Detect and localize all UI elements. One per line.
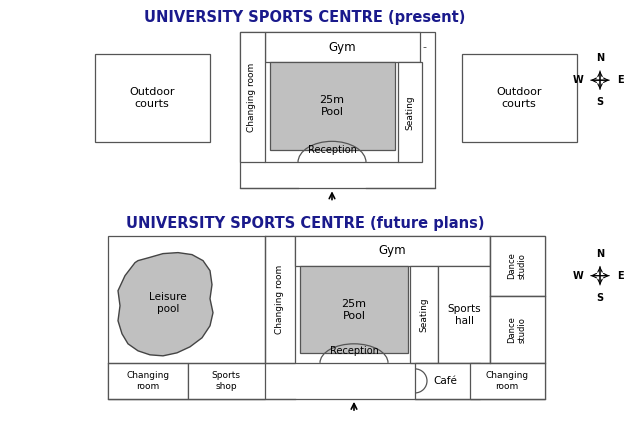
Bar (300, 266, 408, 353)
Bar (188, 363, 265, 399)
Text: Seating: Seating (419, 297, 429, 332)
Bar (438, 266, 490, 363)
Bar (462, 54, 577, 142)
Text: UNIVERSITY SPORTS CENTRE (present): UNIVERSITY SPORTS CENTRE (present) (144, 10, 466, 25)
Text: N: N (596, 249, 604, 258)
Bar (415, 363, 480, 399)
Text: Sports
hall: Sports hall (447, 304, 481, 325)
Text: Changing
room: Changing room (485, 371, 529, 391)
Bar (240, 32, 435, 189)
Bar (108, 363, 188, 399)
Bar (265, 32, 420, 62)
Text: Seating: Seating (406, 95, 415, 130)
Text: Gym: Gym (328, 40, 356, 53)
Text: Changing room: Changing room (275, 265, 285, 334)
Bar (490, 236, 545, 296)
Text: Leisure
pool: Leisure pool (149, 292, 187, 314)
Text: Reception: Reception (330, 346, 378, 356)
Text: E: E (617, 271, 623, 281)
Text: Reception: Reception (308, 145, 356, 155)
Text: Outdoor
courts: Outdoor courts (129, 88, 175, 109)
Text: 25m
Pool: 25m Pool (342, 299, 367, 320)
Text: Outdoor
courts: Outdoor courts (496, 88, 541, 109)
Bar (108, 236, 545, 399)
Bar (240, 32, 265, 163)
Text: Sports
shop: Sports shop (211, 371, 241, 391)
Text: Dance
studio: Dance studio (508, 316, 527, 343)
Text: Dance
studio: Dance studio (508, 252, 527, 279)
Text: E: E (617, 75, 623, 85)
Bar (295, 236, 490, 266)
Text: W: W (572, 75, 583, 85)
Text: W: W (572, 271, 583, 281)
Bar (490, 296, 545, 363)
Text: -: - (422, 42, 426, 52)
Text: N: N (596, 53, 604, 63)
Text: Changing room: Changing room (248, 63, 257, 132)
Text: Café: Café (433, 376, 457, 386)
Bar (270, 62, 395, 150)
Text: S: S (596, 97, 604, 107)
Text: 25m
Pool: 25m Pool (319, 96, 344, 117)
Text: S: S (596, 293, 604, 303)
Bar (265, 236, 295, 363)
Text: UNIVERSITY SPORTS CENTRE (future plans): UNIVERSITY SPORTS CENTRE (future plans) (125, 216, 484, 231)
Bar (410, 266, 438, 363)
Text: Gym: Gym (378, 244, 406, 257)
Bar (470, 363, 545, 399)
Polygon shape (118, 253, 213, 356)
Text: Changing
room: Changing room (127, 371, 170, 391)
Bar (398, 62, 422, 163)
Bar (95, 54, 210, 142)
